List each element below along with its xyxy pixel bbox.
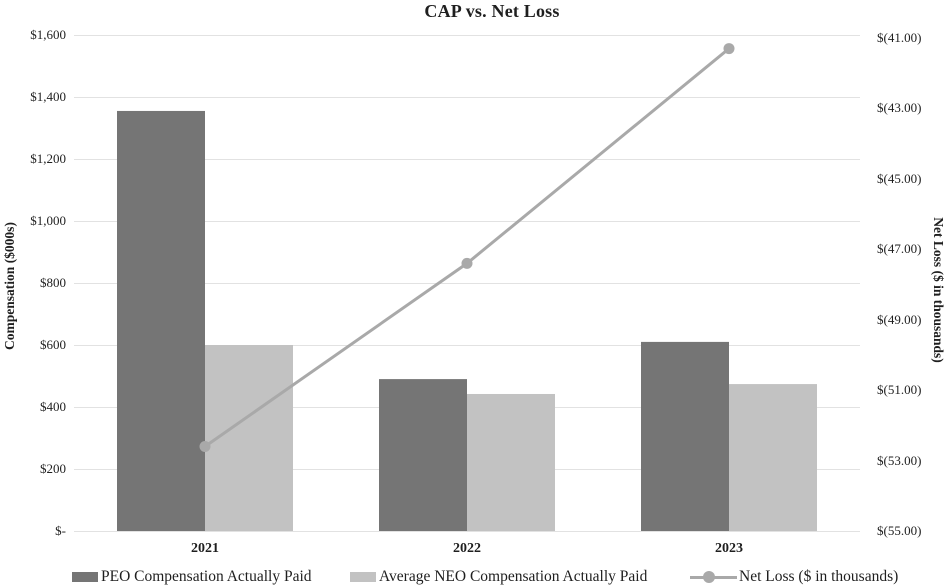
peo-bar-swatch-icon bbox=[72, 572, 98, 582]
legend-item-net-loss: Net Loss ($ in thousands) bbox=[690, 566, 898, 588]
legend: PEO Compensation Actually Paid Average N… bbox=[0, 566, 948, 588]
bar-peo-2021 bbox=[117, 110, 205, 531]
left-axis-tick-label: $1,600 bbox=[30, 27, 66, 42]
left-axis-tick-label: $200 bbox=[40, 461, 66, 476]
left-axis-tick-label: $600 bbox=[40, 337, 66, 352]
right-axis-tick-label: $(41.00) bbox=[877, 30, 922, 45]
net-loss-marker-2022 bbox=[461, 257, 473, 269]
net-loss-marker-2023 bbox=[723, 43, 735, 55]
left-axis-tick-label: $1,000 bbox=[30, 213, 66, 228]
left-axis-tick-label: $1,200 bbox=[30, 151, 66, 166]
x-axis-category-label: 2022 bbox=[453, 541, 481, 556]
net-loss-line-marker-icon bbox=[690, 571, 737, 583]
bar-peo-2022 bbox=[379, 379, 467, 531]
x-axis-category-label: 2021 bbox=[191, 541, 219, 556]
legend-item-neo: Average NEO Compensation Actually Paid bbox=[350, 566, 647, 588]
left-axis-tick-label: $1,400 bbox=[30, 89, 66, 104]
legend-label-neo: Average NEO Compensation Actually Paid bbox=[379, 568, 648, 585]
x-axis-category-label: 2023 bbox=[715, 541, 743, 556]
left-axis-tick-label: $- bbox=[55, 523, 66, 538]
legend-label-net-loss: Net Loss ($ in thousands) bbox=[739, 568, 899, 585]
neo-bar-swatch-icon bbox=[350, 572, 376, 582]
right-axis-tick-label: $(51.00) bbox=[877, 382, 922, 398]
right-axis-tick-label: $(55.00) bbox=[877, 523, 922, 538]
bar-peo-2023 bbox=[641, 341, 729, 531]
right-axis-tick-label: $(53.00) bbox=[877, 452, 922, 468]
bar-neo-2022 bbox=[467, 393, 555, 531]
net-loss-marker-2021 bbox=[199, 440, 211, 452]
left-axis-tick-label: $400 bbox=[40, 399, 66, 414]
right-axis-tick-label: $(45.00) bbox=[877, 170, 922, 186]
right-axis-tick-label: $(49.00) bbox=[877, 311, 922, 327]
left-axis-tick-label: $800 bbox=[40, 275, 66, 290]
bar-neo-2023 bbox=[729, 384, 817, 531]
chart-title: CAP vs. Net Loss bbox=[424, 1, 560, 21]
net-loss-line-dot bbox=[703, 571, 715, 583]
legend-label-peo: PEO Compensation Actually Paid bbox=[101, 568, 312, 585]
right-axis-tick-label: $(47.00) bbox=[877, 241, 922, 257]
legend-item-peo: PEO Compensation Actually Paid bbox=[72, 566, 312, 588]
right-axis-tick-label: $(43.00) bbox=[877, 100, 922, 116]
